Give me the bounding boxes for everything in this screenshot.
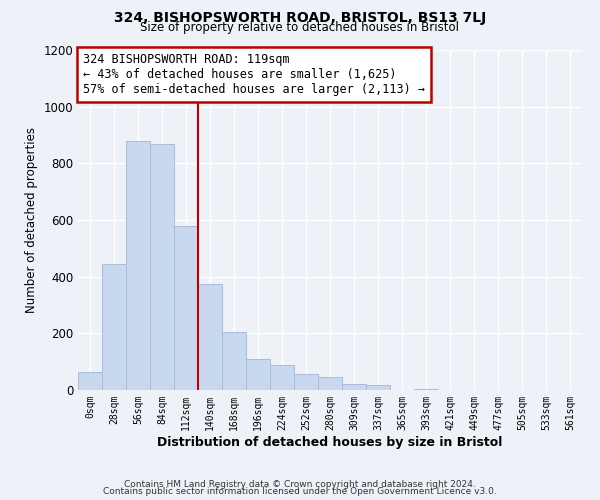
Bar xyxy=(342,384,366,390)
Text: 324, BISHOPSWORTH ROAD, BRISTOL, BS13 7LJ: 324, BISHOPSWORTH ROAD, BRISTOL, BS13 7L… xyxy=(114,11,486,25)
Bar xyxy=(246,359,270,390)
X-axis label: Distribution of detached houses by size in Bristol: Distribution of detached houses by size … xyxy=(157,436,503,448)
Bar xyxy=(198,284,222,390)
Bar xyxy=(78,372,102,390)
Text: 324 BISHOPSWORTH ROAD: 119sqm
← 43% of detached houses are smaller (1,625)
57% o: 324 BISHOPSWORTH ROAD: 119sqm ← 43% of d… xyxy=(83,54,425,96)
Bar xyxy=(270,364,294,390)
Text: Contains public sector information licensed under the Open Government Licence v3: Contains public sector information licen… xyxy=(103,487,497,496)
Bar xyxy=(366,385,390,390)
Bar xyxy=(102,264,126,390)
Bar xyxy=(150,144,174,390)
Bar xyxy=(318,378,342,390)
Bar xyxy=(222,332,246,390)
Text: Size of property relative to detached houses in Bristol: Size of property relative to detached ho… xyxy=(140,22,460,35)
Bar xyxy=(126,140,150,390)
Bar xyxy=(174,226,198,390)
Bar xyxy=(414,388,438,390)
Bar xyxy=(294,374,318,390)
Y-axis label: Number of detached properties: Number of detached properties xyxy=(25,127,38,313)
Text: Contains HM Land Registry data © Crown copyright and database right 2024.: Contains HM Land Registry data © Crown c… xyxy=(124,480,476,489)
